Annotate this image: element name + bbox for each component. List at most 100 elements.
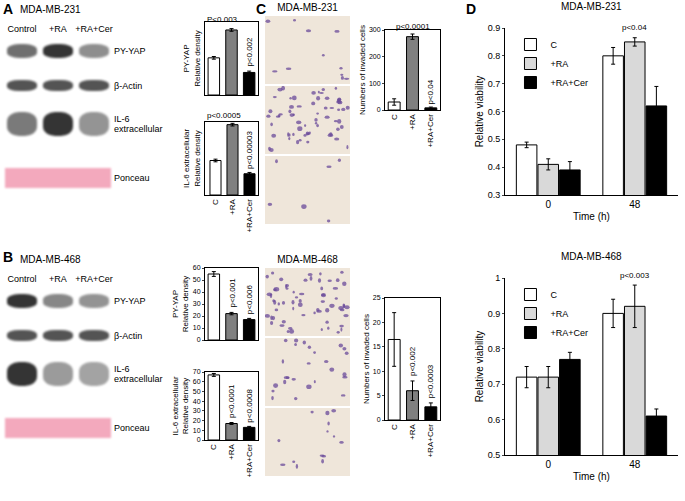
svg-text:48: 48	[629, 459, 641, 470]
html-text:+RA: +RA	[49, 24, 67, 34]
svg-text:MDA-MB-468: MDA-MB-468	[561, 251, 622, 262]
svg-text:200: 200	[369, 53, 381, 60]
svg-text:0.3: 0.3	[488, 190, 501, 200]
svg-text:0.5: 0.5	[488, 134, 501, 144]
svg-text:5: 5	[377, 392, 381, 399]
html-text:MDA-MB-468: MDA-MB-468	[20, 254, 81, 265]
svg-text:+RA+Cer: +RA+Cer	[550, 328, 588, 338]
svg-text:C: C	[211, 199, 220, 205]
svg-text:p<0.0005: p<0.0005	[207, 111, 241, 120]
svg-text:Time (h): Time (h)	[573, 211, 610, 222]
svg-text:Time (h): Time (h)	[573, 471, 610, 482]
svg-text:+RA+Cer: +RA+Cer	[245, 199, 254, 233]
svg-text:0.4: 0.4	[488, 162, 501, 172]
svg-text:p<0.002: p<0.002	[245, 37, 254, 67]
svg-text:20: 20	[193, 312, 201, 319]
svg-text:0.6: 0.6	[488, 107, 501, 117]
svg-text:0.9: 0.9	[488, 23, 501, 33]
svg-text:0: 0	[545, 199, 551, 210]
html-text:MDA-MB-231: MDA-MB-231	[20, 4, 81, 15]
svg-text:25: 25	[373, 294, 381, 301]
svg-text:20: 20	[373, 319, 381, 326]
svg-text:10: 10	[193, 324, 201, 331]
svg-text:0.5: 0.5	[488, 450, 501, 460]
svg-text:+RA+Cer: +RA+Cer	[426, 114, 435, 148]
svg-text:0.9: 0.9	[488, 309, 501, 319]
svg-text:p<0.0001: p<0.0001	[227, 384, 236, 418]
html-text:β-Actin: β-Actin	[114, 80, 143, 91]
svg-text:50: 50	[193, 276, 201, 283]
svg-text:p<0.002: p<0.002	[408, 346, 417, 376]
svg-text:40: 40	[193, 398, 201, 405]
svg-text:+RA: +RA	[228, 199, 237, 215]
svg-text:0.8: 0.8	[488, 51, 501, 61]
svg-text:10: 10	[373, 368, 381, 375]
svg-text:p<0.0001: p<0.0001	[396, 22, 430, 31]
svg-text:PY-YAPRelative density: PY-YAPRelative density	[182, 30, 201, 86]
svg-text:0.7: 0.7	[488, 79, 501, 89]
svg-text:15: 15	[373, 343, 381, 350]
svg-text:20: 20	[193, 417, 201, 424]
svg-text:+RA: +RA	[408, 114, 417, 130]
html-text:B: B	[3, 249, 14, 265]
svg-text:100: 100	[369, 80, 381, 87]
svg-text:P<0.003: P<0.003	[207, 15, 238, 24]
svg-text:p<0.003: p<0.003	[620, 271, 650, 280]
svg-text:70: 70	[193, 368, 201, 375]
svg-text:0.6: 0.6	[488, 415, 501, 425]
html-text:β-Actin: β-Actin	[114, 330, 143, 341]
svg-text:60: 60	[193, 378, 201, 385]
svg-text:MDA-MB-231: MDA-MB-231	[561, 1, 622, 12]
svg-text:p<0.001: p<0.001	[228, 278, 237, 308]
html-text:+RA+Cer: +RA+Cer	[75, 24, 113, 34]
svg-text:p<0.04: p<0.04	[426, 79, 435, 104]
svg-text:10: 10	[193, 427, 201, 434]
svg-text:50: 50	[193, 388, 201, 395]
svg-text:0: 0	[545, 459, 551, 470]
svg-text:Numbers of invaded cells: Numbers of invaded cells	[358, 25, 367, 115]
svg-text:+RA: +RA	[550, 59, 568, 69]
svg-text:40: 40	[193, 288, 201, 295]
html-text:C: C	[256, 1, 267, 17]
svg-text:+RA+Cer: +RA+Cer	[426, 424, 435, 458]
svg-text:0.8: 0.8	[488, 344, 501, 354]
svg-text:p<0.00003: p<0.00003	[245, 131, 254, 170]
svg-text:C: C	[390, 114, 399, 120]
html-text:MDA-MB-468: MDA-MB-468	[277, 254, 338, 265]
svg-text:C: C	[390, 424, 399, 430]
html-text:MDA-MB-231: MDA-MB-231	[277, 2, 338, 13]
svg-text:1: 1	[495, 273, 500, 283]
svg-text:p<0.0008: p<0.0008	[245, 388, 254, 422]
svg-text:+RA+Cer: +RA+Cer	[550, 78, 588, 88]
svg-text:300: 300	[369, 26, 381, 33]
svg-text:0: 0	[377, 416, 381, 423]
svg-text:C: C	[550, 40, 557, 50]
svg-text:30: 30	[193, 407, 201, 414]
html-text:PY-YAP: PY-YAP	[114, 46, 146, 56]
svg-text:C: C	[550, 290, 557, 300]
html-text:A: A	[3, 1, 14, 17]
svg-text:C: C	[209, 444, 218, 450]
svg-text:PY-YAPRelative density: PY-YAPRelative density	[171, 276, 190, 332]
svg-text:Relative viability: Relative viability	[474, 76, 485, 148]
svg-text:0: 0	[377, 106, 381, 113]
svg-text:0: 0	[197, 336, 201, 343]
svg-text:IL-6 extracellularRelative den: IL-6 extracellularRelative density	[171, 376, 190, 435]
html-text:D: D	[466, 1, 477, 17]
svg-text:+RA: +RA	[227, 444, 236, 460]
svg-text:48: 48	[629, 199, 641, 210]
svg-text:+RA+Cer: +RA+Cer	[245, 444, 254, 478]
svg-text:30: 30	[193, 300, 201, 307]
svg-text:Numbers of invaded cells: Numbers of invaded cells	[362, 314, 371, 404]
svg-text:0.7: 0.7	[488, 379, 501, 389]
html-text:Control: Control	[7, 24, 37, 34]
svg-text:+RA: +RA	[550, 309, 568, 319]
svg-text:Relative viability: Relative viability	[474, 331, 485, 403]
svg-text:0: 0	[197, 436, 201, 443]
svg-text:p<0.006: p<0.006	[245, 284, 254, 314]
svg-text:p<0.0003: p<0.0003	[426, 364, 435, 398]
svg-text:+RA: +RA	[408, 424, 417, 440]
svg-text:IL-6 extracellularRelative den: IL-6 extracellularRelative density	[182, 129, 201, 188]
svg-text:p<0.04: p<0.04	[622, 23, 647, 32]
svg-text:60: 60	[193, 264, 201, 271]
